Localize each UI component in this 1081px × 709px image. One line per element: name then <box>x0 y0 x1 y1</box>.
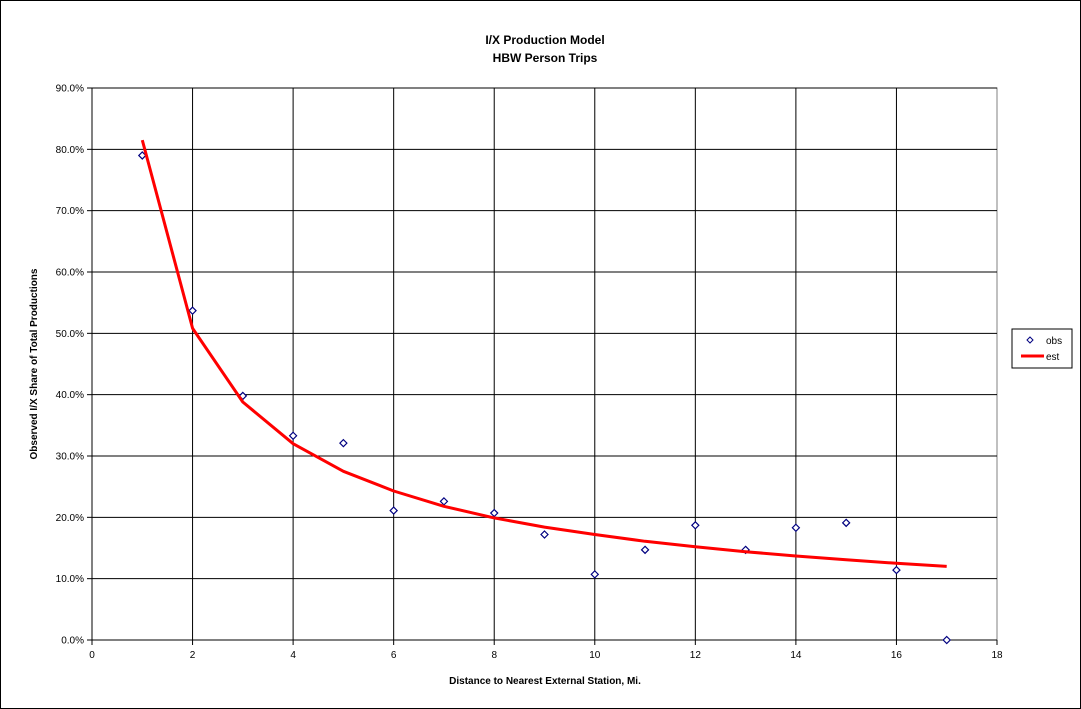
y-tick-label: 80.0% <box>56 145 84 156</box>
x-tick-label: 12 <box>690 650 702 661</box>
x-tick-label: 16 <box>891 650 903 661</box>
obs-point <box>590 570 600 579</box>
obs-point <box>892 565 901 575</box>
obs-point <box>690 520 700 530</box>
y-tick-labels: 0.0% 10.0% 20.0% 30.0% 40.0% 50.0% 60.0% 70.0% 8… <box>56 84 84 647</box>
x-tick-label: 8 <box>491 650 497 661</box>
x-axis-title: Distance to Nearest External Station, Mi… <box>449 676 641 687</box>
chart-title: I/X Production Model <box>485 33 604 47</box>
legend-box <box>1011 328 1073 369</box>
y-tick-label: 50.0% <box>56 329 84 340</box>
obs-point <box>540 530 549 539</box>
obs-point <box>791 523 801 533</box>
y-tick-label: 60.0% <box>56 268 84 279</box>
gridlines <box>92 87 997 640</box>
x-tick-label: 18 <box>991 650 1003 661</box>
y-tick-label: 40.0% <box>56 390 84 401</box>
x-tick-label: 2 <box>190 650 196 661</box>
x-tick-label: 4 <box>290 650 296 661</box>
plot-area <box>91 87 998 641</box>
est-line <box>140 139 947 568</box>
obs-point <box>841 518 851 528</box>
legend-obs-label: obs <box>1046 336 1062 347</box>
y-tick-label: 90.0% <box>56 84 84 95</box>
obs-point <box>389 506 399 515</box>
x-tick-label: 6 <box>391 650 397 661</box>
y-tick-label: 20.0% <box>56 513 84 524</box>
series <box>137 139 952 645</box>
y-tick-label: 70.0% <box>56 206 84 217</box>
y-tick-label: 10.0% <box>56 574 84 585</box>
x-tick-label: 0 <box>89 650 95 661</box>
y-axis-title: Observed I/X Share of Total Productions <box>29 268 40 459</box>
obs-point <box>288 431 298 441</box>
legend: obs est <box>1011 328 1073 369</box>
y-tick-label: 0.0% <box>61 636 84 647</box>
axes <box>87 87 998 645</box>
obs-point <box>188 306 197 315</box>
obs-point <box>640 545 650 555</box>
x-tick-labels: 0 2 4 6 8 10 12 14 16 18 <box>89 650 1003 661</box>
legend-est-label: est <box>1046 352 1060 363</box>
obs-point <box>942 635 952 645</box>
y-tick-label: 30.0% <box>56 452 84 463</box>
legend-obs-marker <box>1026 336 1034 344</box>
x-tick-label: 10 <box>589 650 601 661</box>
x-tick-label: 14 <box>790 650 802 661</box>
chart-subtitle: HBW Person Trips <box>493 51 598 65</box>
obs-point <box>339 438 348 448</box>
